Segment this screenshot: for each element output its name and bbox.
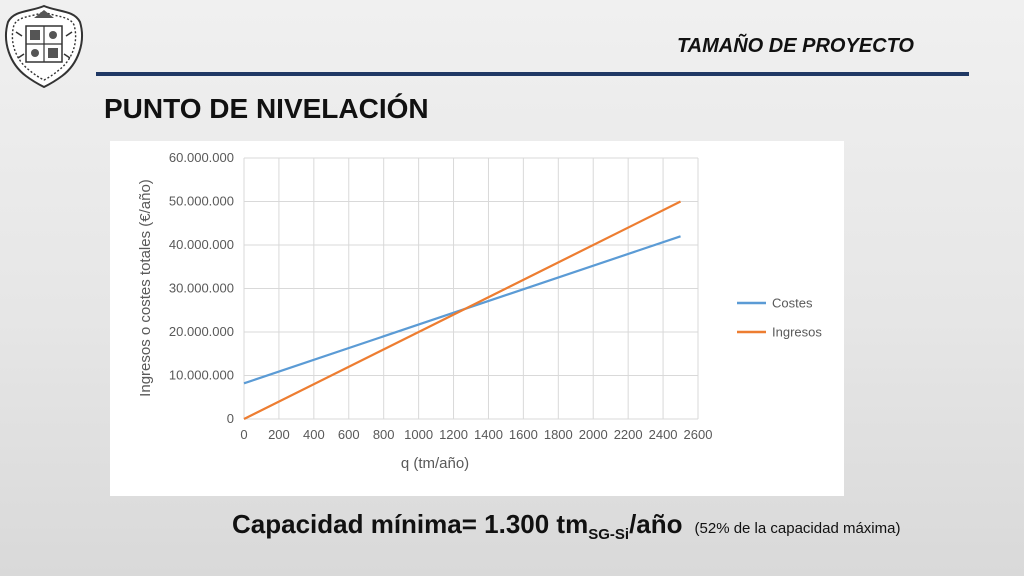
x-tick-label: 1200 <box>439 427 468 442</box>
line-chart: 0 200 400 600 800 1000 1200 1400 1600 1800 2000 220… <box>137 150 822 472</box>
x-tick-label: 2000 <box>579 427 608 442</box>
chart-panel: 0 200 400 600 800 1000 1200 1400 1600 1800 2000 220… <box>110 141 844 496</box>
header-rule <box>96 72 969 76</box>
x-tick-label: 1000 <box>404 427 433 442</box>
x-tick-label: 2400 <box>649 427 678 442</box>
legend-label-ingresos: Ingresos <box>772 325 822 340</box>
y-tick-label: 10.000.000 <box>169 368 234 383</box>
footer-suffix: /año <box>629 509 683 539</box>
footer-note: (52% de la capacidad máxima) <box>694 520 901 537</box>
x-tick-label: 1800 <box>544 427 573 442</box>
page-title: PUNTO DE NIVELACIÓN <box>104 93 429 124</box>
y-tick-label: 50.000.000 <box>169 194 234 209</box>
x-tick-label: 800 <box>373 427 395 442</box>
y-tick-label: 40.000.000 <box>169 237 234 252</box>
y-axis-title: Ingresos o costes totales (€/año) <box>137 179 154 397</box>
y-tick-label: 30.000.000 <box>169 281 234 296</box>
x-tick-label: 2600 <box>684 427 713 442</box>
footer-caption: Capacidad mínima= 1.300 tmSG-Si/año (52% … <box>232 509 900 543</box>
x-tick-label: 400 <box>303 427 325 442</box>
x-tick-label: 1400 <box>474 427 503 442</box>
x-axis-title: q (tm/año) <box>401 455 469 472</box>
y-tick-label: 60.000.000 <box>169 150 234 165</box>
series-line-ingresos <box>243 200 682 420</box>
footer-main-text: Capacidad mínima= 1.300 tm <box>232 509 589 539</box>
y-tick-label: 20.000.000 <box>169 324 234 339</box>
section-title: TAMAÑO DE PROYECTO <box>676 35 914 57</box>
x-tick-label: 1600 <box>509 427 538 442</box>
x-tick-label: 2200 <box>614 427 643 442</box>
x-tick-label: 200 <box>268 427 290 442</box>
x-tick-label: 0 <box>240 427 247 442</box>
university-seal-icon <box>5 4 83 88</box>
x-tick-label: 600 <box>338 427 360 442</box>
y-tick-label: 0 <box>227 411 234 426</box>
footer-subscript: SG-Si <box>588 526 630 543</box>
legend-label-costes: Costes <box>772 296 813 311</box>
